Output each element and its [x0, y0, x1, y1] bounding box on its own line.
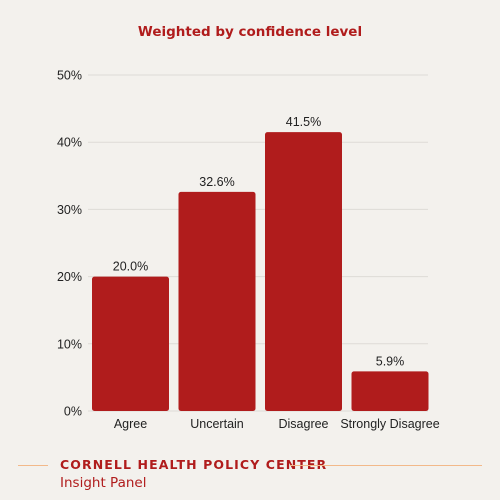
footer-subtitle: Insight Panel — [60, 475, 147, 491]
x-tick-label: Uncertain — [190, 417, 244, 431]
bar-value-label: 32.6% — [199, 175, 234, 189]
bar-value-label: 41.5% — [286, 115, 321, 129]
bar-value-label: 20.0% — [113, 260, 148, 274]
y-tick-label: 10% — [57, 337, 82, 351]
footer-divider-left — [18, 465, 48, 466]
footer-divider-right — [290, 465, 482, 466]
bar — [265, 132, 342, 411]
bars — [92, 132, 429, 411]
bar — [351, 371, 429, 411]
bar — [178, 191, 256, 411]
chart-title: Weighted by confidence level — [138, 24, 362, 40]
value-labels: 20.0% 32.6% 41.5% 5.9% — [113, 115, 404, 368]
y-tick-label: 30% — [57, 203, 82, 217]
bar-value-label: 5.9% — [376, 354, 405, 368]
y-tick-label: 20% — [57, 270, 82, 284]
x-axis-tick-labels: Agree Uncertain Disagree Strongly Disagree — [114, 417, 440, 431]
y-tick-label: 40% — [57, 136, 82, 150]
y-axis-tick-labels: 0% 10% 20% 30% 40% 50% — [57, 69, 82, 419]
footer: CORNELL HEALTH POLICY CENTER — [0, 457, 500, 473]
x-tick-label: Strongly Disagree — [340, 417, 439, 431]
footer-organization: CORNELL HEALTH POLICY CENTER — [60, 457, 328, 472]
x-tick-label: Agree — [114, 417, 147, 431]
x-tick-label: Disagree — [278, 417, 328, 431]
y-tick-label: 50% — [57, 69, 82, 83]
y-tick-label: 0% — [64, 405, 82, 419]
bar — [92, 276, 169, 411]
